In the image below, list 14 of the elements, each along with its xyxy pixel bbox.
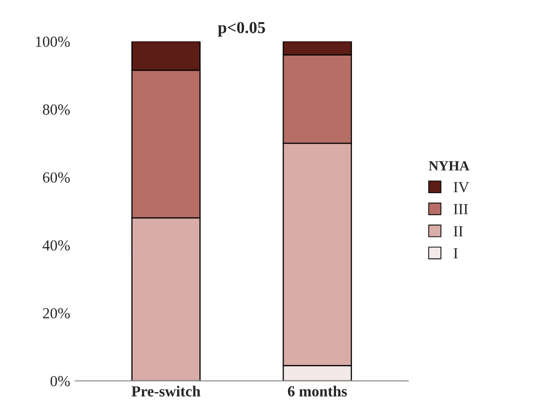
y-tick-label: 20% [42, 308, 70, 318]
legend-title: NYHA [428, 161, 470, 170]
y-tick-label: 40% [42, 240, 70, 251]
x-tick-label: Pre-switch [132, 386, 200, 396]
y-tick-label: 0% [50, 376, 70, 386]
chart-title: p<0.05 [218, 22, 266, 37]
legend-label: III [454, 204, 468, 214]
legend-label: IV [454, 182, 470, 192]
legend-label: I [454, 248, 458, 258]
x-tick-label: 6 months [288, 386, 347, 396]
y-tick-label: 100% [36, 36, 70, 47]
y-tick-label: 80% [42, 104, 70, 115]
y-tick-label: 60% [42, 172, 70, 183]
legend-label: II [454, 226, 463, 236]
